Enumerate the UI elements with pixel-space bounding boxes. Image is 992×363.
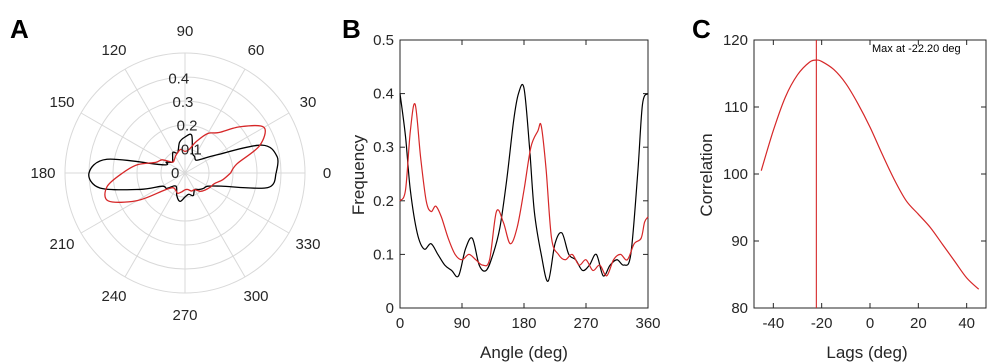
radial-tick-label: 0: [171, 165, 179, 182]
series-line-black: [399, 83, 649, 282]
x-tick-label: 0: [396, 315, 404, 332]
x-tick-label: -20: [811, 315, 833, 332]
x-axis-label: Lags (deg): [826, 343, 907, 362]
x-tick-label: 90: [454, 315, 471, 332]
angle-tick-label: 270: [172, 307, 197, 324]
panel-letter-a: A: [10, 14, 29, 44]
panel-letter-c: C: [692, 14, 711, 44]
frequency-chart-panel: Angle (deg) Frequency 0 90 180 270 360 0 0.1 0.…: [349, 32, 661, 362]
y-tick-label: 120: [723, 32, 748, 49]
y-tick-label: 90: [731, 233, 748, 250]
polar-grid-spoke: [184, 172, 290, 234]
angle-tick-label: 180: [30, 165, 55, 182]
polar-grid-spoke: [184, 68, 246, 174]
polar-series-red: [104, 124, 266, 203]
series-line-red: [399, 103, 649, 277]
y-axis-label: Correlation: [697, 133, 716, 216]
angle-tick-label: 240: [101, 288, 126, 305]
y-tick-label: 110: [724, 99, 748, 116]
y-tick-label: 0.3: [373, 139, 394, 156]
angle-tick-label: 0: [323, 165, 331, 182]
angle-tick-label: 60: [248, 42, 265, 59]
radial-tick-label: 0.2: [177, 118, 198, 135]
polar-grid-spoke: [80, 112, 186, 174]
x-tick-label: 40: [958, 315, 975, 332]
angle-tick-label: 150: [50, 94, 75, 111]
panel-letter-b: B: [342, 14, 361, 44]
radial-tick-label: 0.1: [181, 141, 202, 158]
angle-tick-label: 30: [300, 94, 317, 111]
y-tick-label: 0.2: [373, 193, 394, 210]
y-axis-label: Frequency: [349, 134, 368, 215]
radial-tick-label: 0.3: [172, 94, 193, 111]
y-tick-label: 0.4: [373, 86, 394, 103]
plot-frame: [753, 39, 987, 309]
correlation-chart-panel: Lags (deg) Correlation Max at -22.20 deg…: [697, 32, 987, 362]
angle-tick-label: 90: [177, 23, 194, 40]
series-line-red: [760, 59, 980, 290]
angle-tick-label: 210: [50, 236, 75, 253]
y-tick-label: 0.5: [373, 32, 394, 49]
radial-tick-label: 0.4: [168, 70, 189, 87]
x-axis-label: Angle (deg): [480, 343, 568, 362]
angle-tick-label: 120: [101, 42, 126, 59]
max-annotation: Max at -22.20 deg: [872, 43, 961, 55]
y-tick-label: 0: [386, 300, 394, 317]
angle-tick-label: 330: [295, 236, 320, 253]
x-tick-label: 180: [511, 315, 536, 332]
polar-grid-spoke: [80, 172, 186, 234]
polar-grid-spoke: [124, 172, 186, 278]
y-tick-label: 80: [731, 300, 748, 317]
x-tick-label: 360: [635, 315, 660, 332]
x-tick-label: -40: [762, 315, 784, 332]
x-tick-label: 0: [866, 315, 874, 332]
polar-grid-spoke: [184, 112, 290, 174]
x-tick-label: 20: [910, 315, 927, 332]
polar-grid-spoke: [184, 172, 246, 278]
polar-grid-spoke: [124, 68, 186, 174]
angle-tick-label: 300: [243, 288, 268, 305]
polar-plot-panel: 906030033030027024021018015012000.10.20.…: [30, 23, 331, 324]
x-tick-label: 270: [573, 315, 598, 332]
y-tick-label: 0.1: [373, 246, 394, 263]
y-tick-label: 100: [723, 166, 748, 183]
